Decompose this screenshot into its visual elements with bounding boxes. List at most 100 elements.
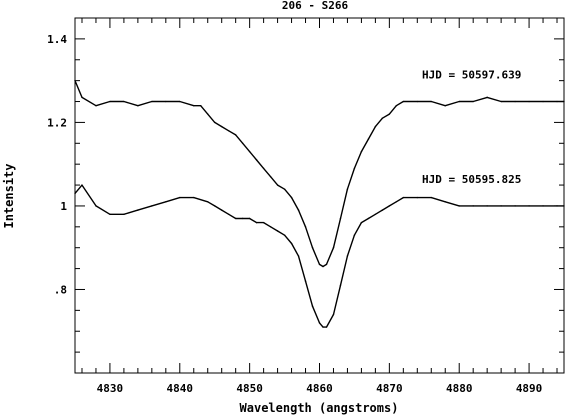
chart-title: 206 - S266: [282, 0, 349, 12]
series-1-point: [214, 205, 216, 207]
series-0-point: [360, 150, 363, 153]
series-1-point: [514, 205, 516, 207]
y-tick-label: 1.4: [47, 33, 67, 46]
series-1-point: [346, 255, 349, 257]
series-0-point: [339, 217, 342, 220]
series-0-point: [346, 188, 349, 190]
series-1-point: [123, 213, 125, 215]
series-0-point: [123, 100, 125, 103]
series-label-1: HJD = 50595.825: [422, 173, 521, 186]
series-0-point: [179, 100, 181, 103]
series-0-point: [374, 125, 377, 128]
x-tick-label: 4860: [306, 382, 333, 395]
series-1-point: [248, 217, 251, 220]
series-label-group: HJD = 50597.639 HJD = 50595.825: [422, 69, 521, 186]
x-tick-label: 4890: [516, 382, 543, 395]
series-0-point: [269, 176, 272, 178]
series-0-point: [262, 167, 265, 170]
series-1-point: [430, 196, 432, 199]
series-1-point: [395, 201, 398, 203]
series-1-point: [353, 234, 356, 236]
series-0-point: [542, 100, 544, 103]
series-0-point: [200, 105, 202, 107]
series-0-point: [165, 100, 167, 103]
series-0-point: [74, 79, 76, 82]
series-0-point: [304, 226, 307, 228]
series-1-point: [151, 205, 153, 207]
series-1-point: [95, 205, 97, 207]
series-0-point: [402, 100, 405, 103]
series-1-point: [388, 205, 391, 207]
series-1-point: [367, 217, 370, 220]
series-1-point: [542, 205, 544, 207]
series-1-point: [360, 221, 363, 224]
series-0-point: [458, 100, 460, 103]
series-1-point: [374, 213, 377, 215]
x-tick-label: 4830: [97, 382, 124, 395]
series-1-point: [402, 196, 405, 199]
series-0-point: [500, 100, 502, 103]
series-1-point: [81, 184, 83, 186]
series-1-point: [290, 242, 293, 245]
series-label-0: HJD = 50597.639: [422, 69, 521, 82]
series-1-point: [297, 255, 300, 257]
x-tick-label: 4840: [167, 382, 194, 395]
series-0-point: [416, 100, 418, 103]
series-0-point: [367, 138, 370, 140]
series-1-point: [109, 213, 111, 215]
series-0-point: [290, 196, 293, 199]
series-0-point: [556, 100, 558, 103]
y-axis: .8 1 1.2 1.4: [47, 17, 564, 374]
series-1-point: [221, 209, 223, 211]
series-1-point: [227, 213, 230, 215]
series-1-point: [332, 313, 335, 316]
series-1-point: [255, 221, 258, 224]
series-1-point: [179, 196, 181, 199]
series-0-point: [207, 113, 209, 115]
series-0-point: [248, 150, 251, 153]
x-axis: 4830 4840 4850 4860 4870 4880 4890: [81, 18, 558, 395]
series-1-point: [339, 284, 342, 286]
series-1-point: [563, 205, 565, 207]
series-1-point: [528, 205, 530, 207]
series-0-point: [109, 100, 111, 103]
series-0-point: [472, 100, 474, 103]
series-0-point: [311, 247, 314, 249]
series-0-point: [297, 209, 300, 211]
x-tick-label: 4880: [446, 382, 473, 395]
y-tick-label: 1.2: [47, 116, 67, 129]
x-tick-label: 4850: [236, 382, 263, 395]
series-0-point: [563, 100, 565, 103]
series-0-point: [221, 125, 223, 128]
series-1-point: [234, 217, 237, 220]
series-line-1: [74, 184, 564, 328]
series-0-point: [444, 105, 446, 107]
series-0-point: [234, 134, 237, 136]
series-0-point: [514, 100, 516, 103]
series-1-point: [318, 322, 321, 324]
series-0-point: [151, 100, 153, 103]
series-1-point: [207, 201, 209, 203]
series-0-point: [322, 265, 324, 268]
series-1-point: [262, 221, 265, 224]
series-0-point: [395, 105, 398, 107]
series-0-point: [214, 121, 216, 124]
series-0-point: [353, 167, 356, 170]
series-1-point: [325, 326, 328, 328]
series-1-point: [193, 196, 195, 199]
series-1-point: [276, 230, 279, 232]
series-0-point: [318, 263, 321, 266]
series-0-point: [283, 188, 286, 190]
y-tick-label: 1: [60, 200, 67, 213]
series-0-point: [241, 142, 244, 144]
series-1-point: [416, 196, 418, 199]
series-0-point: [332, 247, 335, 249]
series-1-point: [304, 280, 307, 282]
series-1-point: [241, 217, 244, 220]
series-1-point: [74, 192, 76, 195]
series-0-point: [325, 263, 328, 266]
series-group: [74, 79, 565, 328]
series-1-point: [137, 209, 139, 211]
series-1-point: [458, 205, 460, 207]
